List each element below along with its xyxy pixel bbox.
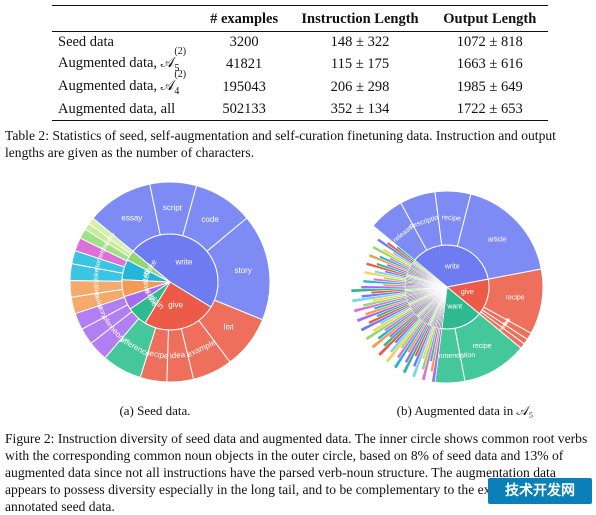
seed-outer-label: joke (106, 231, 117, 243)
seed-outer-label: story (234, 266, 251, 275)
seed-outer-label: list (100, 241, 110, 252)
seed-outer-label: story (93, 255, 103, 271)
aug-inner-label: want (446, 303, 462, 310)
aug-inner-label: give (461, 289, 474, 296)
augmented-sunburst-chart: writegivewantreleasedescriptionrecipeart… (350, 190, 544, 384)
seed-outer-label: joke (92, 268, 100, 282)
table-caption: Table 2: Statistics of seed, self-augmen… (5, 128, 556, 160)
aug-tail-outer-slice (395, 245, 415, 262)
seed-inner-label: have (141, 276, 152, 295)
augmented-subcaption: (b) Augmented data in 𝒜₅ (396, 403, 534, 418)
seed-inner-label: give (168, 300, 183, 309)
seed-inner-label: tell (141, 269, 152, 281)
table-row: Seed data 3200 148 ± 322 1072 ± 818 (58, 34, 523, 50)
figure-caption: Figure 2: Instruction diversity of seed … (5, 431, 588, 514)
table-header: Output Length (443, 11, 537, 27)
seed-sunburst-chart: essayscriptcodestorylistexampleidearecip… (69, 181, 271, 383)
seed-outer-label: idea (170, 350, 187, 361)
seed-subcaption: (a) Seed data. (119, 403, 191, 418)
seed-outer-label: script (163, 203, 183, 213)
table-row: Augmented data, 𝒜4 (2) 195043 206 ± 298 1… (58, 68, 523, 97)
seed-outer-label: code (201, 215, 219, 224)
table-header: # examples (210, 11, 279, 27)
table-header: Instruction Length (301, 11, 419, 27)
aug-outer-label: idea (501, 317, 511, 328)
seed-outer-label: help (96, 247, 107, 261)
seed-inner-segment-write (132, 233, 219, 308)
seed-outer-label: recipe (146, 348, 170, 361)
table-header (52, 6, 200, 32)
table-row: Augmented data, all 502133 352 ± 134 172… (52, 99, 548, 121)
aug-outer-label: recipe (442, 214, 462, 222)
seed-inner-segment-make (126, 250, 171, 283)
aug-outer-label: recipe (506, 295, 525, 302)
aug-outer-label: recipe (473, 343, 492, 350)
seed-inner-label: write (174, 258, 192, 267)
seed-outer-label: essay (121, 214, 142, 223)
statistics-table: # examples Instruction Length Output Len… (52, 5, 548, 121)
seed-outer-label: trouble (92, 289, 104, 310)
seed-outer-label: list (224, 322, 235, 331)
aug-outer-label: article (488, 237, 507, 244)
aug-outer-segment-article (456, 193, 542, 280)
sunburst-figure: essayscriptcodestorylistexampleidearecip… (69, 181, 544, 384)
aug-inner-label: write (444, 264, 460, 271)
aug-outer-label: recommendation (423, 352, 475, 361)
seed-outer-label: plan (104, 235, 114, 246)
seed-outer-label: problem (92, 275, 101, 299)
table-row: Augmented data, 𝒜5 (2) 41821 115 ± 175 16… (58, 46, 523, 74)
watermark-logo: 技术开发网 (488, 478, 592, 504)
